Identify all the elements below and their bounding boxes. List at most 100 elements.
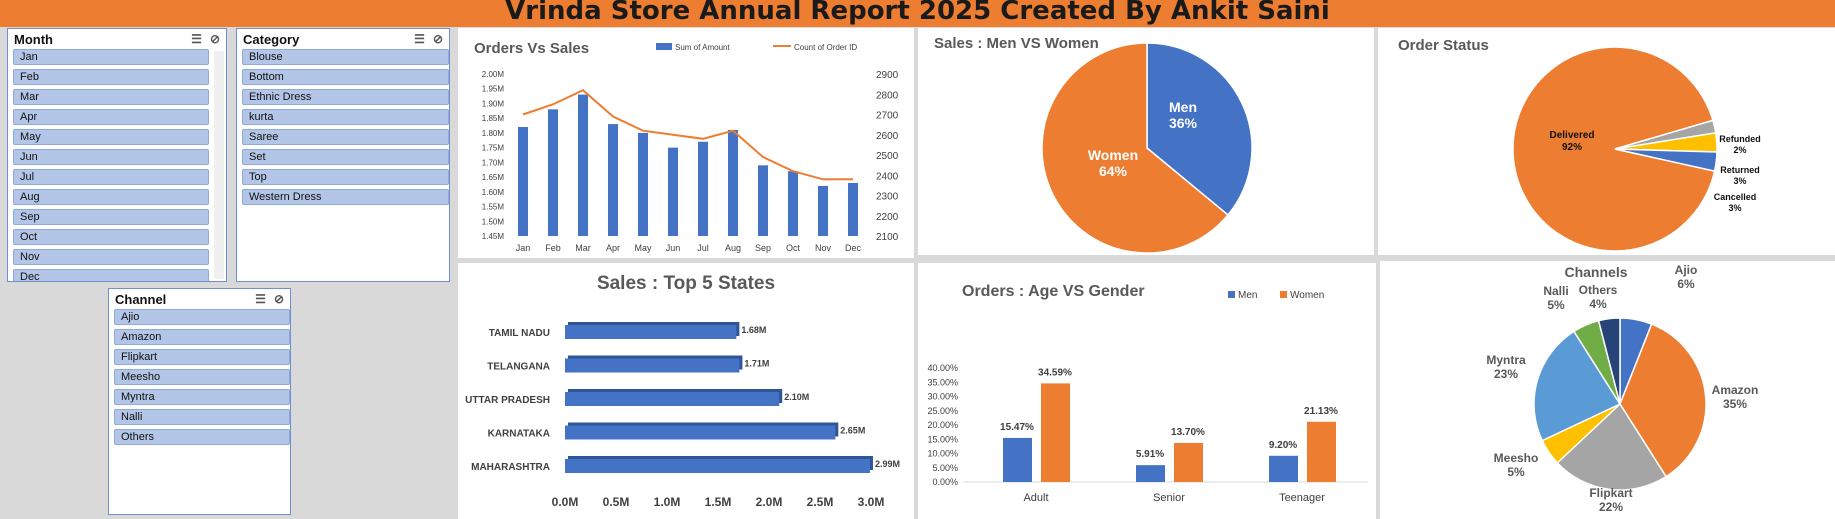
multi-select-icon[interactable]: ☰ — [255, 292, 266, 306]
category-slicer-item[interactable]: Saree — [242, 129, 449, 145]
x-tick-label: Teenager — [1279, 492, 1325, 504]
legend-swatch-women — [1280, 291, 1287, 298]
slice-pct: 3% — [1728, 203, 1741, 213]
orders-line — [522, 89, 853, 181]
chart-title: Sales : Top 5 States — [597, 273, 775, 294]
sales-men-women-panel: Sales : Men VS Women Men 36% Women 64% — [918, 28, 1374, 255]
right-tick-label: 2500 — [876, 151, 899, 162]
category-slicer-item[interactable]: Set — [242, 149, 449, 165]
left-tick-label: 1.55M — [482, 203, 505, 212]
channel-slicer-item[interactable]: Amazon — [114, 329, 290, 345]
category-slicer: Category ☰ ⊘ Blouse Bottom Ethnic Dress kurt… — [236, 28, 450, 282]
channel-slicer-item[interactable]: Flipkart — [114, 349, 290, 365]
state-label: KARNATAKA — [488, 429, 550, 440]
left-tick-label: 1.95M — [482, 85, 505, 94]
chart-title: Orders : Age VS Gender — [962, 283, 1145, 300]
slice-pct: 2% — [1733, 145, 1746, 155]
slice-pct: 5% — [1547, 298, 1565, 312]
clear-filter-icon[interactable]: ⊘ — [432, 32, 443, 46]
multi-select-icon[interactable]: ☰ — [191, 32, 202, 46]
orders-vs-sales-chart: Orders Vs Sales Sum of Amount Count of Ord… — [474, 40, 899, 253]
right-tick-label: 2100 — [876, 232, 899, 243]
channels-panel: Channels Ajio 6% Amazon 35% Flipkart 22% Meesho… — [1380, 261, 1835, 519]
x-tick-label: 0.0M — [552, 495, 579, 509]
channel-slicer-item[interactable]: Nalli — [114, 409, 290, 425]
y-tick-label: 15.00% — [927, 434, 958, 444]
channel-slicer-item[interactable]: Others — [114, 429, 290, 445]
legend-label-women: Women — [1290, 290, 1324, 301]
chart-title: Sales : Men VS Women — [934, 35, 1099, 52]
chart-title: Channels — [1564, 264, 1627, 280]
x-tick-label: Jun — [666, 243, 681, 253]
channel-slicer-item[interactable]: Ajio — [114, 309, 290, 325]
category-slicer-item[interactable]: Top — [242, 169, 449, 185]
month-slicer-item[interactable]: Aug — [13, 189, 209, 205]
right-tick-label: 2400 — [876, 171, 899, 182]
state-bar — [565, 358, 740, 373]
left-tick-label: 1.90M — [482, 99, 505, 108]
month-slicer-item[interactable]: Jan — [13, 49, 209, 65]
x-tick-label: 1.0M — [654, 495, 681, 509]
slice-pct: 3% — [1733, 176, 1746, 186]
category-slicer-item[interactable]: Bottom — [242, 69, 449, 85]
category-slicer-item[interactable]: kurta — [242, 109, 449, 125]
slice-label: Myntra — [1486, 353, 1526, 367]
age-bar — [1136, 465, 1165, 482]
clear-filter-icon[interactable]: ⊘ — [209, 32, 220, 46]
x-tick-label: Senior — [1153, 492, 1185, 504]
state-label: TAMIL NADU — [489, 328, 550, 339]
month-slicer: Month ☰ ⊘ Jan Feb Mar Apr May Jun Jul Aug Sep Oct N… — [7, 28, 227, 282]
month-slicer-item[interactable]: May — [13, 129, 209, 145]
month-slicer-item[interactable]: Jul — [13, 169, 209, 185]
pie-slice — [1619, 323, 1707, 478]
sales-bar — [728, 129, 738, 236]
top-states-panel: Sales : Top 5 States 0.0M 0.5M 1.0M 1.5M 2.0M… — [458, 263, 914, 519]
month-slicer-item[interactable]: Mar — [13, 89, 209, 105]
age-vs-gender-panel: Orders : Age VS Gender Men Women 0.00% 5.00%… — [918, 263, 1376, 519]
x-tick-label: Feb — [545, 243, 561, 253]
slice-pct: 6% — [1677, 277, 1695, 291]
left-tick-label: 1.70M — [482, 158, 505, 167]
month-slicer-item[interactable]: Dec — [13, 269, 209, 281]
sales-bar — [578, 94, 588, 236]
pie-slice — [1146, 42, 1253, 216]
category-slicer-item[interactable]: Western Dress — [242, 189, 449, 205]
right-tick-label: 2800 — [876, 90, 899, 101]
age-vs-gender-chart: Orders : Age VS Gender Men Women 0.00% 5.00%… — [927, 283, 1368, 504]
pie-slice — [1614, 148, 1718, 172]
multi-select-icon[interactable]: ☰ — [414, 32, 425, 46]
channel-slicer-item[interactable]: Myntra — [114, 389, 290, 405]
x-tick-label: Oct — [786, 243, 801, 253]
month-slicer-item[interactable]: Oct — [13, 229, 209, 245]
slice-label: Others — [1579, 283, 1618, 297]
category-slicer-item[interactable]: Ethnic Dress — [242, 89, 449, 105]
x-tick-label: May — [634, 243, 652, 253]
x-tick-label: 2.0M — [756, 495, 783, 509]
month-slicer-scrollbar[interactable] — [214, 51, 224, 279]
month-slicer-item[interactable]: Sep — [13, 209, 209, 225]
month-slicer-item[interactable]: Feb — [13, 69, 209, 85]
channel-slicer-item[interactable]: Meesho — [114, 369, 290, 385]
slice-pct: 36% — [1169, 115, 1198, 131]
right-tick-label: 2600 — [876, 131, 899, 142]
month-slicer-item[interactable]: Jun — [13, 149, 209, 165]
month-slicer-item[interactable]: Nov — [13, 249, 209, 265]
age-bar — [1041, 383, 1070, 482]
chart-title: Orders Vs Sales — [474, 40, 589, 57]
x-tick-label: Jan — [516, 243, 531, 253]
category-slicer-item[interactable]: Blouse — [242, 49, 449, 65]
clear-filter-icon[interactable]: ⊘ — [273, 292, 284, 306]
sales-bar — [788, 171, 798, 236]
legend-label-orders: Count of Order ID — [794, 43, 857, 52]
month-slicer-item[interactable]: Apr — [13, 109, 209, 125]
pie-slice — [1533, 330, 1622, 442]
slice-pct: 64% — [1099, 163, 1128, 179]
slice-pct: 35% — [1723, 397, 1747, 411]
age-bar — [1269, 455, 1298, 482]
bar-value-label: 15.47% — [1000, 422, 1034, 433]
x-tick-label: Apr — [606, 243, 620, 253]
state-value-label: 1.71M — [744, 359, 769, 369]
slice-label: Ajio — [1675, 263, 1698, 277]
